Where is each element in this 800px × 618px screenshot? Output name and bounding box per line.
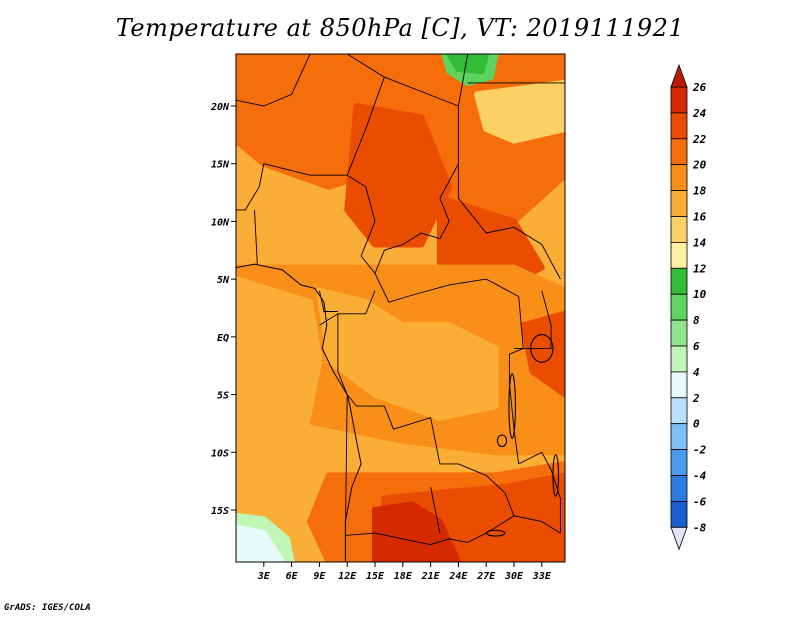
lat-tick-label: 5N xyxy=(217,275,230,286)
colorbar-label: -4 xyxy=(693,470,707,483)
colorbar-box xyxy=(670,112,688,140)
lon-tick-label: 9E xyxy=(313,571,326,582)
colorbar-box xyxy=(670,475,688,502)
lon-tick-label: 30E xyxy=(504,571,524,582)
map-frame xyxy=(235,53,566,563)
country-boundary xyxy=(374,76,459,274)
country-boundary xyxy=(236,54,311,107)
colorbar-label: -8 xyxy=(693,521,707,534)
country-boundary xyxy=(344,394,515,546)
colorbar-label: 14 xyxy=(693,236,707,249)
lat-tick-label: 10S xyxy=(211,448,229,459)
country-boundary xyxy=(254,209,258,265)
country-boundary xyxy=(508,296,524,464)
colorbar-box xyxy=(670,216,688,243)
lat-tick-label: 5S xyxy=(217,391,229,402)
colorbar-label: -6 xyxy=(693,495,707,508)
lat-tick-label: 15S xyxy=(211,506,229,517)
colorbar-top-arrow xyxy=(670,63,688,88)
country-boundary xyxy=(346,394,561,534)
lake-mweru xyxy=(496,434,508,448)
colorbar-box xyxy=(670,423,688,451)
lat-tick-label: 15N xyxy=(211,160,230,171)
credit-text: GrADS: IGES/COLA xyxy=(4,603,91,613)
country-boundary xyxy=(430,486,441,534)
colorbar-label: 12 xyxy=(693,262,707,275)
colorbar-label: 8 xyxy=(693,314,700,327)
lon-tick-label: 24E xyxy=(448,571,468,582)
country-boundary xyxy=(457,54,469,107)
country-boundary xyxy=(346,174,376,274)
colorbar-label: 18 xyxy=(693,185,707,198)
colorbar-box xyxy=(670,164,688,191)
region-northeast-mild xyxy=(474,79,565,144)
colorbar-label: 22 xyxy=(692,133,707,146)
colorbar-box xyxy=(670,319,688,347)
colorbar-box xyxy=(670,345,688,373)
colorbar-label: 26 xyxy=(692,81,707,94)
colorbar-bottom-arrow xyxy=(670,526,688,551)
lon-tick-label: 21E xyxy=(421,571,441,582)
lake-victoria xyxy=(530,334,554,363)
lake-tanganyika xyxy=(508,373,516,440)
lat-tick-label: 10N xyxy=(211,217,230,228)
colorbar-label: -2 xyxy=(693,444,707,457)
lon-tick-label: 33E xyxy=(532,571,552,582)
lon-tick-label: 6E xyxy=(286,571,299,582)
colorbar-label: 2 xyxy=(692,392,700,405)
colorbar-label: 24 xyxy=(692,107,707,120)
lat-tick-label: EQ xyxy=(217,333,229,344)
colorbar-label: 16 xyxy=(693,211,707,224)
lon-tick-label: 3E xyxy=(257,571,271,582)
region-north-cool-patch-inner xyxy=(446,54,490,75)
region-atlantic-mild xyxy=(236,276,323,479)
colorbar-label: 0 xyxy=(693,418,700,431)
colorbar-box xyxy=(670,190,688,217)
colorbar-box xyxy=(670,293,688,321)
lake-kariba xyxy=(485,529,506,537)
country-boundary xyxy=(319,290,376,326)
colorbar-box xyxy=(670,449,688,476)
region-lake-region-hot xyxy=(520,310,565,398)
coastline xyxy=(236,263,362,562)
country-boundary xyxy=(374,273,519,303)
colorbar-box xyxy=(670,241,688,269)
lon-tick-label: 27E xyxy=(476,571,496,582)
colorbar-label: 10 xyxy=(693,288,707,301)
region-southwest-cold-water xyxy=(236,524,286,562)
colorbar-label: 6 xyxy=(693,340,700,353)
region-sahel-hot-core xyxy=(344,103,453,248)
colorbar-box xyxy=(670,500,688,528)
country-boundary xyxy=(514,290,552,349)
colorbar-box xyxy=(670,138,688,166)
region-kalahari-hottest xyxy=(372,501,462,562)
region-congo-basin-mild xyxy=(316,287,499,421)
colorbar-box xyxy=(670,371,688,399)
lon-tick-label: 18E xyxy=(394,571,413,582)
lon-tick-label: 12E xyxy=(338,571,357,582)
country-boundary xyxy=(236,54,385,211)
country-boundary xyxy=(518,451,561,534)
colorbar-box xyxy=(670,397,688,425)
lat-tick-label: 20N xyxy=(210,102,230,113)
country-boundary xyxy=(337,313,348,395)
page-title: Temperature at 850hPa [C], VT: 201911192… xyxy=(115,14,685,42)
colorbar-box xyxy=(670,267,688,295)
lake-malawi xyxy=(552,454,560,497)
colorbar-label: 20 xyxy=(692,159,707,172)
colorbar-box xyxy=(670,86,688,114)
lon-tick-label: 15E xyxy=(366,571,385,582)
colorbar-label: 4 xyxy=(693,366,700,379)
country-boundary xyxy=(457,163,561,280)
